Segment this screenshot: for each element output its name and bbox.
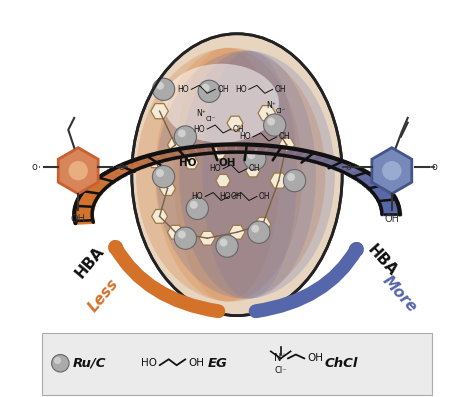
Text: N⁺: N⁺ [266, 101, 276, 110]
Circle shape [156, 169, 164, 177]
Ellipse shape [202, 51, 297, 299]
Text: OH: OH [259, 192, 271, 201]
Text: o: o [432, 162, 438, 172]
Ellipse shape [156, 51, 335, 299]
Text: HO: HO [219, 192, 231, 201]
FancyBboxPatch shape [43, 333, 431, 395]
Circle shape [216, 235, 238, 257]
Polygon shape [270, 173, 287, 188]
Polygon shape [372, 148, 412, 194]
Circle shape [153, 166, 175, 188]
Circle shape [54, 357, 61, 364]
Polygon shape [279, 138, 294, 152]
Text: N⁺: N⁺ [274, 353, 287, 364]
Circle shape [178, 231, 186, 239]
Polygon shape [160, 182, 175, 195]
Ellipse shape [163, 64, 279, 143]
Circle shape [283, 170, 306, 192]
Text: HO: HO [193, 125, 205, 133]
Polygon shape [255, 218, 271, 231]
Text: HO: HO [179, 158, 196, 168]
Text: HO: HO [178, 85, 189, 94]
Text: ChCl: ChCl [324, 357, 358, 370]
Polygon shape [167, 225, 183, 239]
Polygon shape [167, 138, 183, 152]
Text: OH: OH [188, 358, 204, 368]
Circle shape [156, 82, 164, 90]
Circle shape [287, 173, 295, 181]
Circle shape [267, 118, 275, 125]
Circle shape [244, 148, 266, 170]
Polygon shape [184, 156, 199, 169]
Circle shape [190, 201, 198, 209]
Circle shape [186, 197, 209, 220]
Text: Cl⁻: Cl⁻ [206, 116, 217, 122]
Polygon shape [246, 164, 260, 177]
Circle shape [174, 227, 197, 249]
Polygon shape [148, 154, 164, 168]
Circle shape [52, 355, 69, 372]
Polygon shape [58, 148, 98, 194]
Circle shape [69, 161, 88, 180]
Text: o: o [346, 162, 352, 172]
Text: o: o [31, 162, 37, 172]
Text: OH: OH [217, 85, 229, 94]
Text: Cl⁻: Cl⁻ [274, 366, 287, 376]
Text: HBA: HBA [364, 242, 400, 278]
Ellipse shape [174, 48, 279, 302]
Text: Less: Less [86, 276, 122, 315]
Circle shape [178, 129, 186, 137]
Circle shape [382, 161, 401, 180]
Text: HO: HO [141, 358, 157, 368]
Polygon shape [227, 116, 243, 130]
Circle shape [174, 126, 197, 148]
Circle shape [219, 239, 228, 247]
Polygon shape [229, 225, 245, 239]
Polygon shape [216, 174, 230, 187]
Text: Cl⁻: Cl⁻ [275, 108, 286, 114]
Polygon shape [151, 104, 168, 119]
Text: OH: OH [249, 164, 261, 173]
Circle shape [251, 225, 259, 233]
Circle shape [247, 151, 255, 159]
Circle shape [248, 221, 270, 243]
Text: OH: OH [275, 85, 286, 94]
Ellipse shape [136, 48, 325, 302]
Text: HO: HO [239, 133, 251, 141]
Text: o: o [118, 162, 124, 172]
Text: EG: EG [207, 357, 227, 370]
Ellipse shape [179, 51, 316, 299]
Polygon shape [152, 210, 167, 223]
Ellipse shape [155, 48, 302, 302]
FancyArrowPatch shape [115, 247, 219, 311]
Circle shape [201, 84, 210, 92]
Text: HBA: HBA [73, 243, 108, 281]
FancyArrowPatch shape [255, 249, 357, 311]
Text: HO: HO [235, 85, 247, 94]
Text: OH: OH [279, 133, 290, 141]
Polygon shape [212, 146, 226, 159]
Text: Ru/C: Ru/C [73, 357, 107, 370]
Text: OH: OH [233, 125, 245, 133]
Polygon shape [199, 231, 215, 245]
Text: HO: HO [210, 164, 221, 173]
Circle shape [153, 78, 175, 100]
Text: OH: OH [231, 192, 243, 201]
Text: OH: OH [219, 158, 236, 168]
Text: OH: OH [71, 214, 86, 224]
Text: N⁺: N⁺ [196, 109, 206, 118]
Circle shape [198, 80, 220, 102]
Circle shape [264, 114, 286, 136]
Ellipse shape [132, 34, 342, 316]
Text: HO: HO [191, 192, 203, 201]
Text: OH: OH [307, 353, 323, 364]
Text: OH: OH [384, 214, 399, 224]
Polygon shape [258, 106, 275, 121]
Text: More: More [380, 273, 420, 315]
